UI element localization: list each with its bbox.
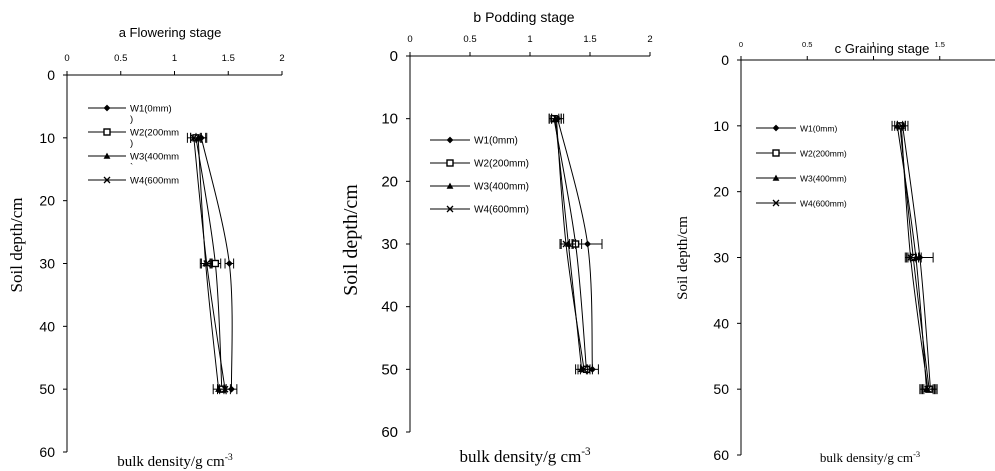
y-tick-label: 0 <box>47 67 55 83</box>
y-tick-label: 10 <box>713 118 729 134</box>
legend: W1(0mm) W2(200mm W3(400mm W4(600mm)) ` <box>88 104 179 187</box>
y-tick-label: 20 <box>713 184 729 200</box>
legend: W1(0mm) W2(200mm) W3(400mm) W4(600mm) <box>756 124 847 209</box>
y-axis-label: Soil depth/cm <box>340 184 362 296</box>
x-tick-label: 0.5 <box>802 40 812 49</box>
x-tick-label: 0 <box>64 53 69 64</box>
legend-label: W1(0mm) <box>474 136 518 147</box>
legend-marker-diamond <box>773 125 780 132</box>
x-tick-label: 0 <box>739 40 743 49</box>
x-axis-label: bulk density/g cm-3 <box>820 449 920 465</box>
y-tick-label: 40 <box>381 299 398 316</box>
data-point-diamond <box>226 260 233 267</box>
chart-title: c Graining stage <box>835 41 930 56</box>
legend-marker-square <box>104 129 110 135</box>
x-tick-label: 1 <box>871 40 875 49</box>
x-tick-label: 0.5 <box>114 53 127 64</box>
legend-label: W1(0mm) <box>130 104 172 115</box>
x-tick-label: 1.5 <box>935 40 945 49</box>
y-tick-label: 0 <box>721 52 729 68</box>
data-point-square <box>212 261 218 267</box>
legend-label: W3(400mm <box>130 152 179 163</box>
legend: W1(0mm) W2(200mm) W3(400mm) W4(600mm) <box>430 136 529 216</box>
x-tick-label: 1.5 <box>222 53 235 64</box>
x-axis-label: bulk density/g cm-3 <box>117 452 233 470</box>
y-tick-label: 0 <box>390 48 398 65</box>
legend-label: W4(600mm <box>130 176 179 187</box>
legend-label: W2(200mm) <box>800 149 847 159</box>
chart-title: a Flowering stage <box>119 25 222 40</box>
legend-marker-diamond <box>104 105 111 112</box>
legend-marker-square <box>773 150 779 156</box>
data-point-diamond <box>584 241 591 248</box>
x-tick-label: 2 <box>647 34 652 45</box>
y-tick-label: 30 <box>713 250 729 266</box>
y-axis-label: Soil depth/cm <box>7 198 26 293</box>
x-axis-label: bulk density/g cm-3 <box>459 446 591 466</box>
legend-label: W4(600mm) <box>800 199 847 209</box>
legend-marker-square <box>447 160 453 166</box>
legend-label: W4(600mm) <box>474 205 529 216</box>
legend-label: W3(400mm) <box>474 182 529 193</box>
y-tick-label: 60 <box>39 444 55 460</box>
y-tick-label: 60 <box>713 447 729 463</box>
y-tick-label: 50 <box>713 381 729 397</box>
y-tick-label: 50 <box>39 381 55 397</box>
legend-label: W2(200mm <box>130 128 179 139</box>
legend-label-tail: ` <box>130 162 133 173</box>
y-tick-label: 40 <box>39 318 55 334</box>
x-tick-label: 0.5 <box>463 34 476 45</box>
y-tick-label: 20 <box>381 173 398 190</box>
series-4 <box>187 133 230 394</box>
legend-label-tail: ) <box>130 114 133 125</box>
y-tick-label: 30 <box>39 256 55 272</box>
chart-title: b Podding stage <box>473 9 574 25</box>
y-tick-label: 20 <box>39 193 55 209</box>
y-tick-label: 10 <box>381 111 398 128</box>
x-tick-label: 1.5 <box>583 34 596 45</box>
y-tick-label: 60 <box>381 424 398 441</box>
legend-label: W3(400mm) <box>800 174 847 184</box>
legend-label-tail: ) <box>130 138 133 149</box>
legend-label: W2(200mm) <box>474 159 529 170</box>
chart-panel-3: c Graining stage 0 0.5 1 1.5 0 10 20 30 40 50 60 Soi… <box>675 40 995 465</box>
y-axis-label: Soil depth/cm <box>675 216 691 300</box>
legend-marker-diamond <box>447 137 454 144</box>
legend-label: W1(0mm) <box>800 124 837 134</box>
x-tick-label: 2 <box>279 53 284 64</box>
y-tick-label: 50 <box>381 361 398 378</box>
x-tick-label: 1 <box>527 34 532 45</box>
y-tick-label: 30 <box>381 236 398 253</box>
x-tick-label: 0 <box>407 34 412 45</box>
y-tick-label: 40 <box>713 315 729 331</box>
y-tick-label: 10 <box>39 130 55 146</box>
x-tick-label: 1 <box>172 53 177 64</box>
